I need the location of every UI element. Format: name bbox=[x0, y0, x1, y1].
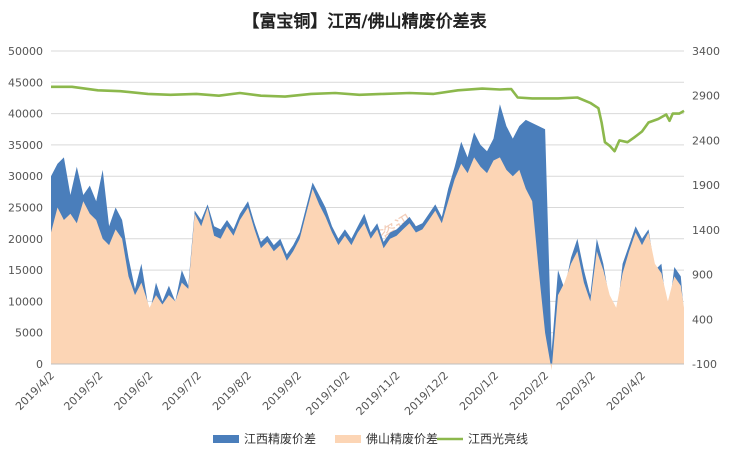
legend-label-jiangxi-bright-wire: 江西光亮线 bbox=[468, 431, 528, 446]
legend-label-foshan-spread: 佛山精废价差 bbox=[366, 431, 438, 446]
y-right-tick-label: -100 bbox=[692, 358, 717, 371]
y-right-tick-label: 3400 bbox=[692, 45, 720, 58]
y-left-tick-label: 50000 bbox=[8, 45, 43, 58]
y-left-tick-label: 5000 bbox=[15, 327, 43, 340]
series-jiangxi-bright-wire-line bbox=[51, 85, 685, 153]
y-left-tick-label: 35000 bbox=[8, 139, 43, 152]
x-tick-label: 2019/12/2 bbox=[402, 369, 451, 418]
x-tick-label: 2019/11/2 bbox=[354, 369, 403, 418]
series-layer bbox=[51, 85, 685, 371]
y-left-tick-label: 15000 bbox=[8, 264, 43, 277]
legend-label-jiangxi-spread: 江西精废价差 bbox=[244, 431, 316, 446]
chart-title: 【富宝铜】江西/佛山精废价差表 bbox=[242, 11, 487, 32]
y-left-tick-label: 45000 bbox=[8, 76, 43, 89]
x-tick-label: 2020/4/2 bbox=[604, 369, 648, 413]
x-tick-label: 2020/3/2 bbox=[554, 369, 598, 413]
legend-swatch-foshan-spread bbox=[335, 435, 361, 443]
x-tick-label: 2019/8/2 bbox=[210, 369, 254, 413]
y-right-tick-label: 900 bbox=[692, 269, 713, 282]
y-right-tick-label: 400 bbox=[692, 313, 713, 326]
y-right-tick-label: 1900 bbox=[692, 179, 720, 192]
x-tick-label: 2019/5/2 bbox=[61, 369, 105, 413]
legend: 江西精废价差 佛山精废价差 江西光亮线 bbox=[213, 431, 528, 446]
y-right-tick-label: 2900 bbox=[692, 90, 720, 103]
y-left-tick-label: 40000 bbox=[8, 108, 43, 121]
x-tick-label: 2019/10/2 bbox=[304, 369, 353, 418]
y-left-tick-label: 25000 bbox=[8, 202, 43, 215]
y-right-tick-label: 1400 bbox=[692, 224, 720, 237]
x-tick-label: 2019/4/2 bbox=[13, 369, 57, 413]
x-tick-label: 2019/9/2 bbox=[260, 369, 304, 413]
x-tick-label: 2020/2/2 bbox=[507, 369, 551, 413]
x-tick-label: 2019/7/2 bbox=[160, 369, 204, 413]
x-tick-label: 2020/1/2 bbox=[457, 369, 501, 413]
y-left-tick-label: 20000 bbox=[8, 233, 43, 246]
y-left-tick-label: 0 bbox=[36, 358, 43, 371]
y-right-tick-label: 2400 bbox=[692, 134, 720, 147]
legend-swatch-jiangxi-spread bbox=[213, 435, 239, 443]
y-left-tick-label: 30000 bbox=[8, 170, 43, 183]
y-left-tick-label: 10000 bbox=[8, 295, 43, 308]
x-tick-label: 2019/6/2 bbox=[111, 369, 155, 413]
series-foshan-spread-area bbox=[51, 157, 684, 371]
